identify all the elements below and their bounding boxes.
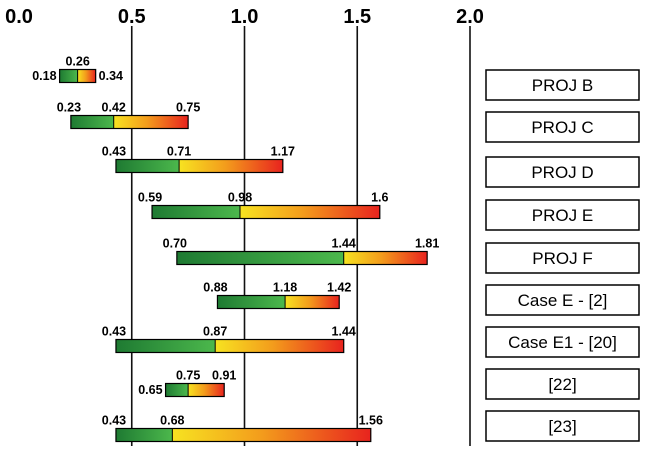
- case-label-box: PROJ C: [485, 111, 640, 143]
- case-label: Case E - [2]: [518, 291, 608, 310]
- case-label-border: [485, 111, 640, 143]
- case-label-border: [485, 284, 640, 316]
- bar-low-segment: [115, 159, 180, 173]
- case-label: PROJ D: [531, 163, 593, 182]
- range-bar-2: 0.23 0.42 0.75: [57, 101, 200, 130]
- bar-high-segment: [239, 205, 380, 219]
- bar-outline: [164, 382, 225, 398]
- case-label-border: [485, 326, 640, 358]
- bar-min-label: 0.70: [163, 237, 187, 251]
- bar-outline: [115, 158, 284, 174]
- case-label-box: [22]: [485, 368, 640, 400]
- range-bars: 0.18 0.26 0.34 0.23 0.42 0.75 0.43 0.71 1.17 0.59…: [32, 55, 439, 443]
- bar-mid-label: 1.44: [332, 237, 356, 251]
- case-label-border: [485, 368, 640, 400]
- bar-outline: [216, 294, 340, 310]
- bar-outline: [115, 427, 372, 443]
- bar-outline: [115, 338, 345, 354]
- case-label-border: [485, 199, 640, 231]
- case-label-border: [485, 156, 640, 188]
- bar-max-label: 0.34: [99, 69, 123, 83]
- x-tick-label: 0.0: [5, 6, 33, 28]
- bar-max-label: 1.44: [332, 325, 356, 339]
- bar-low-segment: [152, 205, 240, 219]
- bar-low-segment: [115, 339, 216, 353]
- x-tick-label: 1.0: [231, 6, 259, 28]
- bar-min-label: 0.43: [102, 325, 126, 339]
- bar-min-label: 0.18: [32, 69, 56, 83]
- bar-high-segment: [172, 428, 371, 442]
- bar-low-segment: [176, 251, 344, 265]
- bar-max-label: 1.81: [415, 237, 439, 251]
- range-bar-3: 0.43 0.71 1.17: [102, 145, 295, 174]
- case-label: PROJ C: [531, 118, 593, 137]
- case-label: PROJ E: [532, 206, 593, 225]
- bar-min-label: 0.43: [102, 414, 126, 428]
- bar-high-segment: [343, 251, 428, 265]
- bar-max-label: 1.42: [327, 281, 351, 295]
- bar-mid-label: 1.18: [273, 281, 297, 295]
- case-label: PROJ B: [532, 76, 593, 95]
- x-tick-label: 0.5: [118, 6, 146, 28]
- bar-high-segment: [188, 383, 225, 397]
- bar-max-label: 1.17: [271, 145, 295, 159]
- bar-mid-label: 0.71: [167, 145, 191, 159]
- grid-lines: [130, 26, 471, 446]
- case-labels: PROJ B PROJ C PROJ D PROJ E PROJ F Case E - […: [485, 69, 640, 442]
- x-tick-labels: 0.0 0.5 1.0 1.5 2.0: [5, 6, 484, 28]
- bar-mid-label: 0.26: [65, 55, 89, 69]
- case-label-box: PROJ B: [485, 69, 640, 101]
- bar-min-label: 0.65: [138, 383, 162, 397]
- x-tick-label: 1.5: [343, 6, 371, 28]
- range-bar-7: 0.43 0.87 1.44: [102, 325, 356, 354]
- bar-max-label: 1.56: [359, 414, 383, 428]
- bar-outline: [151, 204, 381, 220]
- bar-min-label: 0.23: [57, 101, 81, 115]
- case-label: PROJ F: [532, 249, 592, 268]
- case-label: [22]: [548, 375, 576, 394]
- bar-high-segment: [77, 69, 96, 83]
- bar-low-segment: [165, 383, 189, 397]
- bar-mid-label: 0.98: [228, 191, 252, 205]
- bar-low-segment: [217, 295, 286, 309]
- bar-high-segment: [179, 159, 283, 173]
- bar-mid-label: 0.68: [160, 414, 184, 428]
- case-label: Case E1 - [20]: [508, 333, 617, 352]
- bar-low-segment: [59, 69, 78, 83]
- bar-outline: [70, 114, 189, 130]
- bar-min-label: 0.59: [138, 191, 162, 205]
- bar-max-label: 0.91: [212, 369, 236, 383]
- bar-outline: [176, 250, 428, 266]
- bar-low-segment: [115, 428, 173, 442]
- case-label-box: Case E1 - [20]: [485, 326, 640, 358]
- bar-mid-label: 0.87: [203, 325, 227, 339]
- bar-high-segment: [285, 295, 340, 309]
- case-label-box: PROJ F: [485, 242, 640, 274]
- range-bar-9: 0.43 0.68 1.56: [102, 414, 383, 443]
- range-bar-5: 0.70 1.44 1.81: [163, 237, 439, 266]
- bar-max-label: 1.6: [371, 191, 388, 205]
- bar-mid-label: 0.42: [102, 101, 126, 115]
- case-label-box: Case E - [2]: [485, 284, 640, 316]
- case-label: [23]: [548, 417, 576, 436]
- bar-low-segment: [70, 115, 114, 129]
- bar-min-label: 0.88: [203, 281, 227, 295]
- case-label-border: [485, 242, 640, 274]
- range-bar-4: 0.59 0.98 1.6: [138, 191, 389, 220]
- case-label-box: PROJ E: [485, 199, 640, 231]
- case-label-box: PROJ D: [485, 156, 640, 188]
- x-tick-label: 2.0: [456, 6, 484, 28]
- bar-mid-label: 0.75: [176, 369, 200, 383]
- case-label-border: [485, 69, 640, 101]
- range-bar-6: 0.88 1.18 1.42: [203, 281, 351, 310]
- bar-high-segment: [215, 339, 344, 353]
- case-label-border: [485, 410, 640, 442]
- range-bar-8: 0.65 0.75 0.91: [138, 369, 236, 398]
- bar-max-label: 0.75: [176, 101, 200, 115]
- range-bar-1: 0.18 0.26 0.34: [32, 55, 123, 84]
- bar-min-label: 0.43: [102, 145, 126, 159]
- bar-high-segment: [113, 115, 189, 129]
- case-label-box: [23]: [485, 410, 640, 442]
